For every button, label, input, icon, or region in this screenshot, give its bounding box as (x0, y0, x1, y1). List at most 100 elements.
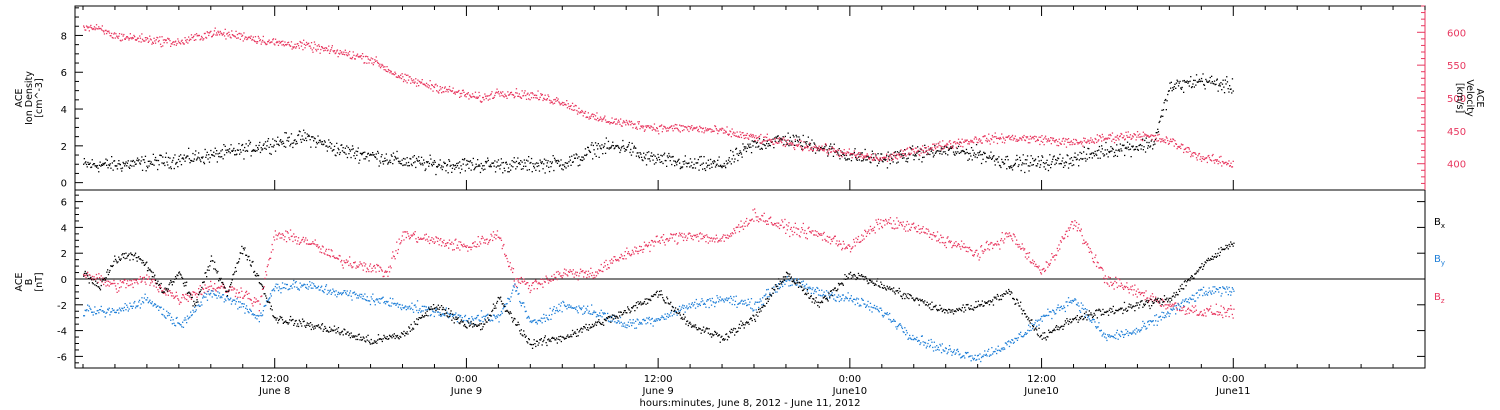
bz-point (220, 285, 222, 287)
density-point (511, 160, 513, 162)
bz-point (197, 293, 199, 295)
density-point (151, 163, 153, 165)
bz-point (484, 239, 486, 241)
velocity-point (767, 139, 769, 141)
density-point (95, 165, 97, 167)
velocity-point (990, 138, 992, 140)
velocity-point (538, 99, 540, 101)
velocity-point (1090, 137, 1092, 139)
bz-point (1005, 232, 1007, 234)
bz-point (153, 285, 155, 287)
bz-point (527, 287, 530, 290)
velocity-point (1002, 136, 1004, 138)
bz-point (734, 230, 736, 232)
velocity-point (1093, 141, 1095, 143)
density-point (379, 160, 381, 162)
velocity-point (540, 94, 543, 96)
velocity-point (677, 129, 679, 131)
velocity-point (1000, 138, 1002, 140)
velocity-point (912, 148, 914, 150)
velocity-point (108, 32, 111, 34)
bz-point (1125, 285, 1127, 288)
density-point (113, 160, 116, 162)
density-point (1099, 157, 1101, 159)
velocity-point (1108, 137, 1111, 140)
velocity-point (684, 126, 686, 128)
bz-point (952, 245, 954, 247)
velocity-point (212, 34, 214, 36)
bz-point (1211, 313, 1213, 315)
x-tick-label-date: June11 (1215, 386, 1251, 397)
bz-point (196, 296, 198, 298)
bz-point (782, 227, 785, 229)
bz-point (185, 293, 187, 295)
density-point (489, 166, 491, 168)
density-point (1094, 150, 1096, 153)
bz-point (1198, 314, 1200, 316)
velocity-point (450, 90, 452, 92)
bz-point (959, 246, 961, 248)
density-point (209, 157, 211, 159)
velocity-point (1184, 148, 1186, 150)
bz-point (892, 227, 894, 229)
velocity-point (612, 122, 614, 124)
bz-point (512, 271, 514, 274)
velocity-point (934, 146, 936, 148)
bz-point (162, 290, 164, 292)
bz-point (498, 236, 500, 239)
bz-point (588, 276, 590, 278)
bz-point (260, 295, 262, 298)
bz-point (1044, 269, 1047, 271)
velocity-point (282, 43, 285, 46)
velocity-point (448, 85, 451, 88)
bz-point (673, 233, 675, 235)
density-point (236, 149, 239, 151)
density-point (973, 152, 975, 154)
bz-point (619, 257, 622, 259)
velocity-point (491, 91, 493, 93)
bz-point (239, 296, 241, 298)
velocity-point (931, 147, 933, 149)
bz-point (518, 281, 520, 284)
velocity-point (775, 142, 777, 144)
velocity-point (1032, 136, 1034, 138)
velocity-point (1095, 138, 1097, 141)
bz-point (552, 279, 554, 281)
bz-point (408, 235, 410, 237)
bz-point (877, 218, 880, 220)
density-point (721, 166, 723, 169)
bz-point (358, 264, 360, 266)
velocity-point (884, 157, 886, 159)
density-point (1090, 153, 1092, 155)
velocity-point (1081, 141, 1083, 143)
density-point (154, 159, 156, 161)
bz-point (279, 237, 281, 239)
bz-point (788, 222, 790, 224)
density-point (835, 150, 837, 152)
density-point (1093, 152, 1095, 155)
density-point (997, 161, 999, 163)
density-point (795, 134, 797, 137)
bz-point (654, 240, 656, 242)
density-point (706, 166, 708, 168)
velocity-point (879, 157, 881, 159)
density-point (547, 160, 549, 162)
velocity-point (1057, 140, 1059, 143)
density-point (420, 163, 422, 166)
velocity-point (119, 39, 121, 42)
velocity-point (595, 119, 597, 121)
density-point (394, 155, 396, 158)
density-point (1116, 155, 1119, 157)
velocity-point (924, 147, 926, 149)
velocity-point (1138, 136, 1140, 138)
density-point (988, 155, 991, 157)
velocity-point (735, 135, 738, 137)
density-point (124, 163, 126, 165)
velocity-point (822, 149, 824, 152)
density-point (946, 146, 948, 148)
velocity-point (103, 33, 106, 35)
density-point (975, 144, 978, 146)
velocity-point (730, 136, 732, 138)
velocity-point (1136, 136, 1138, 138)
bz-point (370, 271, 372, 273)
